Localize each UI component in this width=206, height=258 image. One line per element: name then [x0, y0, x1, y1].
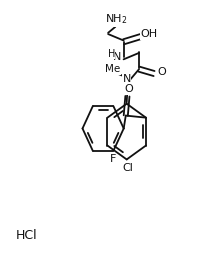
Text: F: F	[110, 154, 117, 164]
Text: O: O	[124, 84, 133, 94]
Text: Me: Me	[105, 64, 120, 74]
Text: HCl: HCl	[15, 229, 37, 242]
Text: Cl: Cl	[122, 164, 133, 173]
Text: O: O	[157, 67, 166, 77]
Text: N: N	[123, 74, 131, 84]
Text: H: H	[108, 49, 115, 59]
Text: OH: OH	[141, 29, 158, 39]
Text: NH$_2$: NH$_2$	[105, 12, 128, 26]
Text: N: N	[113, 52, 121, 62]
